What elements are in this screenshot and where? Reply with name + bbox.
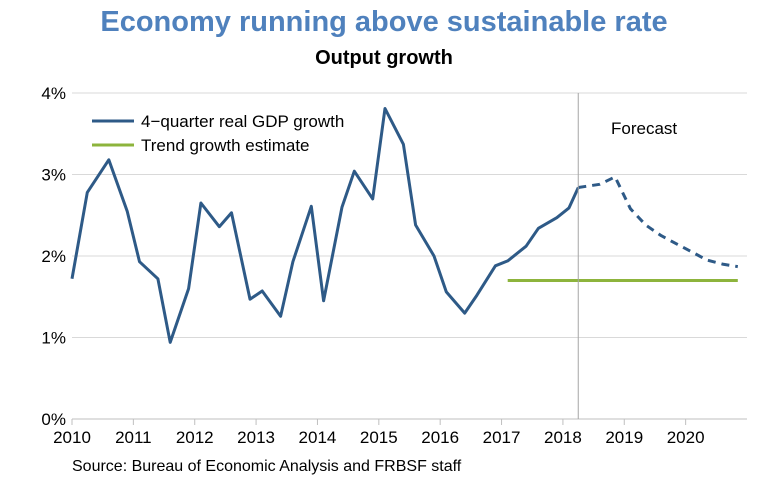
source-note: Source: Bureau of Economic Analysis and … xyxy=(72,458,462,475)
x-tick-label: 2017 xyxy=(483,428,521,447)
legend: 4−quarter real GDP growth Trend growth es… xyxy=(92,112,344,155)
grid-lines xyxy=(72,92,747,338)
x-tick-label: 2013 xyxy=(237,428,275,447)
y-tick-label: 0% xyxy=(41,410,66,429)
y-tick-label: 3% xyxy=(41,166,66,185)
annotations: Forecast xyxy=(577,93,677,419)
chart-subtitle: Output growth xyxy=(315,47,453,69)
x-tick-label: 2011 xyxy=(115,428,152,447)
x-tick-label: 2014 xyxy=(299,428,337,447)
x-tick-label: 2020 xyxy=(667,428,705,447)
x-tick-label: 2010 xyxy=(53,428,91,447)
legend-label: Trend growth estimate xyxy=(141,136,310,155)
y-tick-label: 1% xyxy=(41,329,66,348)
x-tick-label: 2016 xyxy=(421,428,459,447)
x-tick-label: 2012 xyxy=(176,428,214,447)
series-line-0 xyxy=(70,107,580,344)
y-tick-label: 4% xyxy=(41,84,66,103)
axes: 0% 1% 2% 3% 4% 2010 2011 2012 2013 2014 2015 2016 20… xyxy=(41,84,747,447)
x-tick-label: 2018 xyxy=(544,428,582,447)
forecast-label: Forecast xyxy=(611,119,677,138)
series-line-1 xyxy=(578,175,739,269)
x-tick-label: 2019 xyxy=(605,428,643,447)
x-tick-label: 2015 xyxy=(360,428,398,447)
legend-label: 4−quarter real GDP growth xyxy=(141,112,344,131)
chart-title: Economy running above sustainable rate xyxy=(100,6,668,38)
series-lines xyxy=(70,107,739,344)
y-tick-label: 2% xyxy=(41,247,66,266)
